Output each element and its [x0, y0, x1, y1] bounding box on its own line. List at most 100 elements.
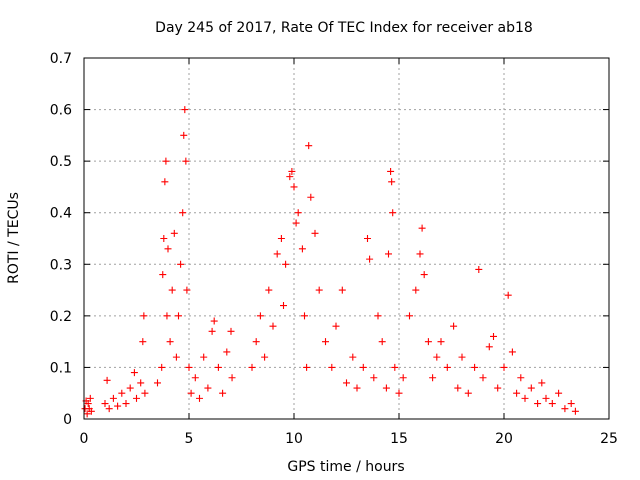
- data-point: [332, 322, 340, 330]
- data-point: [389, 209, 397, 217]
- y-tick-label: 0: [63, 412, 72, 428]
- data-point: [385, 250, 392, 258]
- data-point: [214, 363, 222, 371]
- data-point: [458, 353, 466, 361]
- data-point: [315, 286, 323, 294]
- data-point: [227, 327, 235, 335]
- data-point: [437, 338, 445, 346]
- data-point: [160, 235, 168, 242]
- data-point: [139, 338, 147, 346]
- data-point: [166, 338, 174, 346]
- data-point: [261, 353, 269, 361]
- data-point: [185, 363, 193, 371]
- data-point: [370, 374, 378, 382]
- data-point: [388, 178, 396, 186]
- data-point: [101, 400, 109, 408]
- data-point: [182, 157, 190, 165]
- data-point: [130, 369, 138, 377]
- data-point: [105, 405, 113, 413]
- data-point: [521, 394, 529, 402]
- x-tick-label: 25: [600, 431, 618, 447]
- data-point: [210, 317, 218, 325]
- data-point: [534, 400, 542, 408]
- data-point: [450, 322, 458, 330]
- data-point: [464, 389, 472, 397]
- data-point: [433, 353, 441, 361]
- data-point: [183, 286, 191, 294]
- data-point: [418, 224, 426, 232]
- data-point: [382, 384, 390, 392]
- data-point: [223, 348, 231, 356]
- data-point: [328, 363, 336, 371]
- data-point: [196, 394, 203, 402]
- data-point: [273, 250, 281, 258]
- data-point: [387, 167, 395, 175]
- data-point: [571, 407, 579, 415]
- data-point: [490, 332, 497, 340]
- axis-ticks: 0 5 10 15 20 25 0 0.1 0.2 0.3 0.4 0.5 0.6 0.7: [50, 51, 618, 447]
- data-point: [338, 286, 346, 294]
- data-point: [353, 384, 361, 392]
- y-tick-label: 0.5: [50, 154, 72, 170]
- data-point: [181, 106, 189, 114]
- data-point: [542, 394, 550, 402]
- data-point: [252, 338, 260, 346]
- data-point: [479, 374, 487, 382]
- data-point: [248, 363, 256, 371]
- data-point: [494, 384, 502, 392]
- data-point: [286, 173, 294, 181]
- data-point: [538, 379, 546, 387]
- data-point: [561, 405, 569, 413]
- data-point: [374, 312, 382, 320]
- data-point: [395, 389, 403, 397]
- data-point: [256, 312, 264, 320]
- data-point: [555, 389, 563, 397]
- data-point: [170, 229, 178, 237]
- data-point: [567, 400, 575, 408]
- data-point: [103, 376, 111, 384]
- data-point: [349, 353, 357, 361]
- data-point: [292, 219, 300, 227]
- data-point: [513, 389, 521, 397]
- data-point: [294, 209, 302, 217]
- data-point: [158, 363, 166, 371]
- y-axis-label: ROTI / TECUs: [6, 192, 22, 284]
- y-tick-label: 0.3: [50, 257, 72, 273]
- data-point: [443, 363, 451, 371]
- data-point: [208, 327, 216, 335]
- data-point: [378, 338, 386, 346]
- data-point: [290, 183, 298, 191]
- data-point: [87, 407, 95, 415]
- data-point: [114, 402, 122, 410]
- data-point: [412, 286, 420, 294]
- data-point: [311, 229, 319, 237]
- data-point: [126, 384, 134, 392]
- data-point: [364, 235, 371, 242]
- data-point: [187, 389, 195, 397]
- data-point: [391, 363, 399, 371]
- data-point: [548, 400, 556, 408]
- x-tick-label: 10: [285, 431, 303, 447]
- data-point: [500, 363, 508, 371]
- data-point: [141, 389, 149, 397]
- data-point: [219, 389, 227, 397]
- data-point: [303, 363, 311, 371]
- data-point: [420, 271, 428, 279]
- data-point: [122, 400, 130, 408]
- x-axis-label: GPS time / hours: [287, 459, 404, 475]
- data-point: [84, 400, 92, 408]
- data-point: [159, 271, 167, 279]
- data-point: [265, 286, 273, 294]
- data-point: [366, 255, 374, 263]
- data-point: [154, 379, 161, 387]
- y-tick-label: 0.7: [50, 51, 72, 67]
- chart-title: Day 245 of 2017, Rate Of TEC Index for r…: [155, 20, 533, 36]
- data-point: [137, 379, 145, 387]
- data-point: [527, 384, 535, 392]
- data-point: [322, 338, 329, 346]
- data-point: [301, 312, 308, 320]
- data-point: [109, 394, 117, 402]
- data-point: [454, 384, 462, 392]
- data-point: [172, 353, 180, 361]
